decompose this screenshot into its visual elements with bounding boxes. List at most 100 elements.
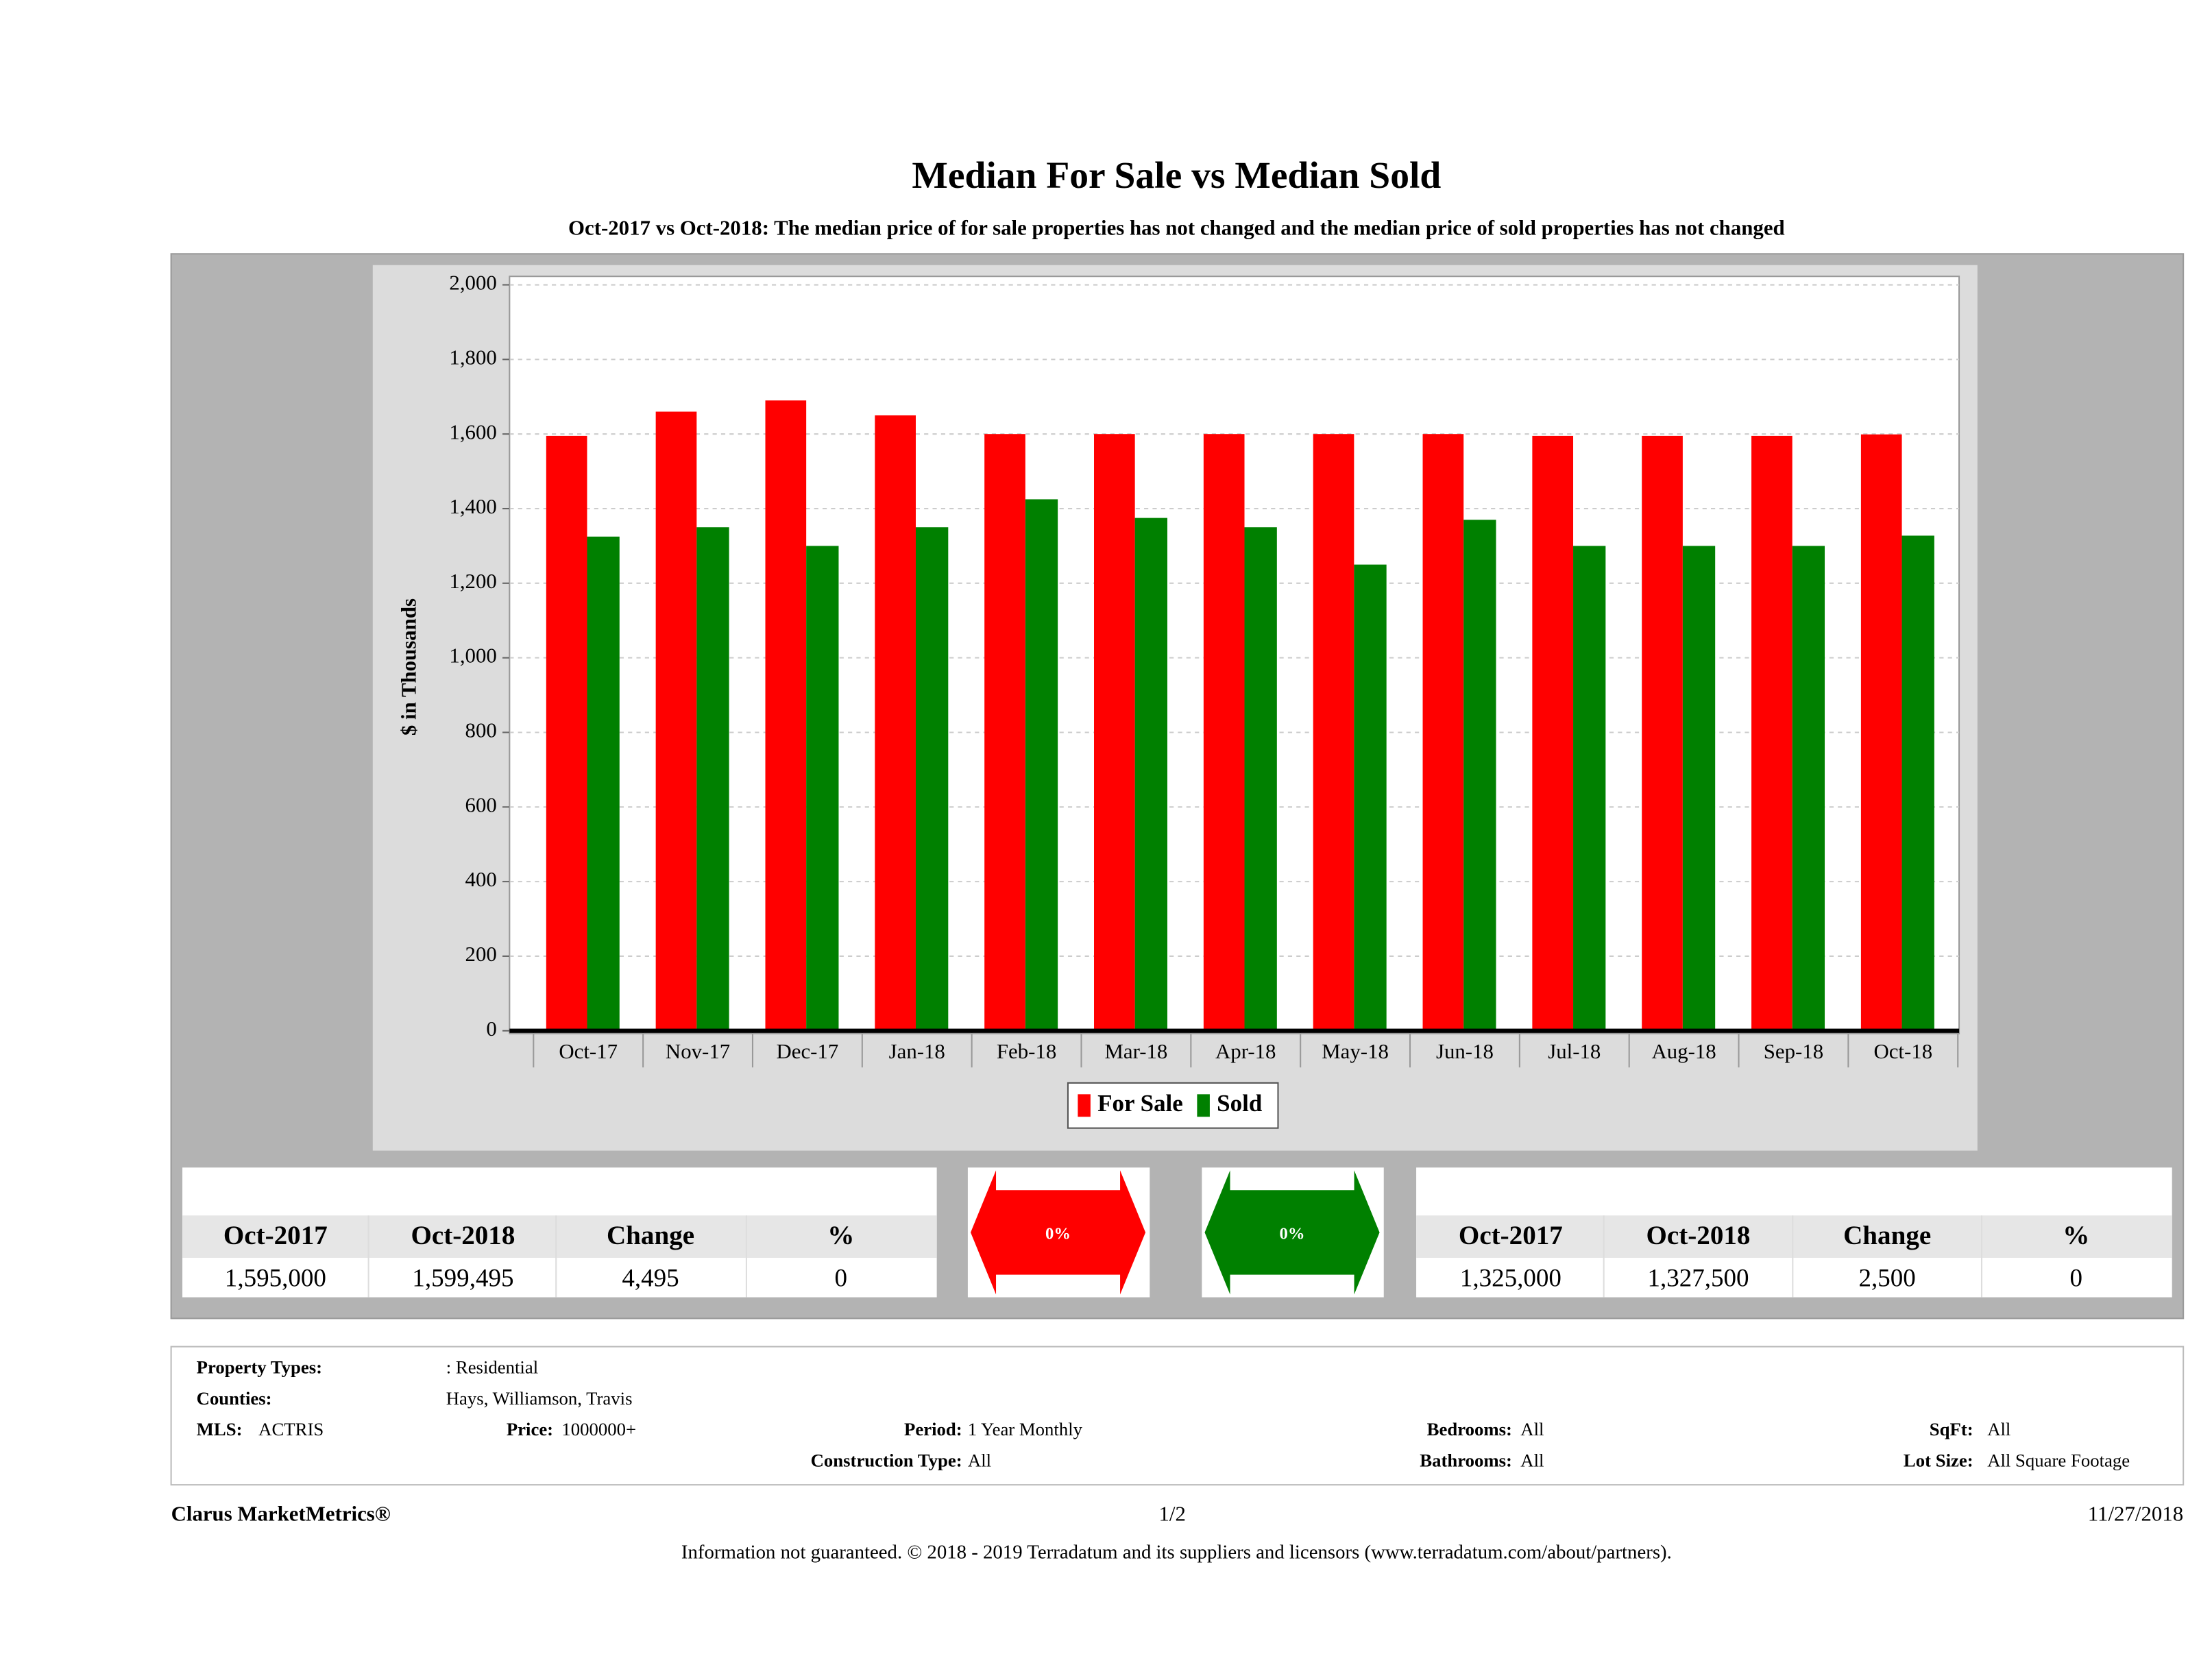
- bar: [806, 546, 839, 1031]
- bar: [587, 536, 620, 1031]
- y-tick-label: 1,000: [449, 644, 496, 668]
- bar: [1573, 546, 1606, 1031]
- footer-date: 11/27/2018: [2088, 1503, 2183, 1526]
- x-tick-label: Mar-18: [1104, 1040, 1167, 1063]
- y-tick-label: 2,000: [449, 271, 496, 295]
- y-axis-label: $ in Thousands: [397, 598, 420, 735]
- bar: [1463, 520, 1496, 1031]
- footer-disclaimer: Information not guaranteed. © 2018 - 201…: [681, 1542, 1672, 1564]
- bar: [875, 415, 916, 1031]
- criteria-label: Bedrooms:: [1427, 1419, 1512, 1439]
- x-tick-label: Aug-18: [1652, 1040, 1716, 1063]
- x-tick-label: May-18: [1322, 1040, 1389, 1063]
- table-header: Oct-2018: [1646, 1221, 1751, 1250]
- criteria-label: Period:: [904, 1419, 962, 1439]
- bar: [1422, 434, 1464, 1031]
- y-tick-label: 400: [465, 868, 497, 891]
- criteria-value: ACTRIS: [258, 1419, 324, 1439]
- x-tick-label: Jun-18: [1436, 1040, 1494, 1063]
- bar: [546, 435, 587, 1031]
- footer-brand: Clarus MarketMetrics®: [171, 1503, 391, 1526]
- criteria-value: Hays, Williamson, Travis: [446, 1388, 633, 1409]
- x-tick-label: Oct-18: [1873, 1040, 1932, 1063]
- x-tick-label: Sep-18: [1764, 1040, 1823, 1063]
- bar: [1313, 434, 1354, 1031]
- bar: [1025, 499, 1058, 1031]
- chart-subtitle: Oct-2017 vs Oct-2018: The median price o…: [568, 216, 1785, 239]
- criteria-label: Counties:: [197, 1388, 272, 1409]
- legend: [1067, 1082, 1279, 1129]
- legend-swatch: [1197, 1094, 1210, 1117]
- x-tick-label: Jan-18: [889, 1040, 945, 1063]
- bar: [1860, 434, 1902, 1031]
- bar: [765, 400, 807, 1031]
- legend-label: For Sale: [1097, 1090, 1183, 1117]
- x-tick-label: Nov-17: [666, 1040, 730, 1063]
- table-cell: 1,325,000: [1460, 1264, 1561, 1292]
- x-tick-label: Apr-18: [1215, 1040, 1276, 1063]
- criteria-label: Property Types:: [197, 1357, 322, 1378]
- criteria-value: All: [1520, 1450, 1544, 1470]
- criteria-value: : Residential: [446, 1357, 538, 1378]
- table-header: %: [827, 1221, 854, 1250]
- bar: [1134, 518, 1167, 1031]
- bar: [1682, 546, 1716, 1031]
- y-tick-label: 800: [465, 719, 497, 742]
- summary-header-row: [1416, 1215, 2172, 1258]
- table-header: Oct-2017: [1459, 1221, 1563, 1250]
- table-cell: 0: [834, 1264, 847, 1292]
- table-header: Change: [1843, 1221, 1931, 1250]
- criteria-value: All: [1987, 1419, 2010, 1439]
- bar: [696, 527, 729, 1031]
- arrow-label: 0%: [1280, 1225, 1305, 1243]
- x-tick-label: Jul-18: [1548, 1040, 1601, 1063]
- criteria-box: [170, 1346, 2185, 1486]
- y-tick-label: 1,800: [449, 345, 496, 369]
- chart-title: Median For Sale vs Median Sold: [912, 155, 1441, 197]
- y-tick-label: 200: [465, 943, 497, 966]
- table-cell: 4,495: [622, 1264, 679, 1292]
- x-tick-label: Feb-18: [997, 1040, 1056, 1063]
- y-tick-label: 0: [486, 1017, 496, 1041]
- criteria-value: 1 Year Monthly: [968, 1419, 1083, 1439]
- table-cell: 2,500: [1859, 1264, 1916, 1292]
- change-arrow: [971, 1170, 1146, 1295]
- y-tick-label: 1,600: [449, 420, 496, 443]
- bar: [1203, 434, 1245, 1031]
- table-header: Change: [607, 1221, 694, 1250]
- criteria-label: MLS:: [197, 1419, 243, 1439]
- bar: [1751, 435, 1792, 1031]
- table-cell: 1,595,000: [225, 1264, 326, 1292]
- criteria-label: Construction Type:: [811, 1450, 962, 1470]
- criteria-value: All: [1520, 1419, 1544, 1439]
- criteria-value: All Square Footage: [1987, 1450, 2130, 1470]
- table-header: Oct-2018: [411, 1221, 515, 1250]
- x-tick-label: Oct-17: [559, 1040, 618, 1063]
- bar: [1792, 546, 1825, 1031]
- bar: [1642, 435, 1683, 1031]
- table-header: Oct-2017: [223, 1221, 328, 1250]
- footer-page: 1/2: [1158, 1503, 1185, 1526]
- table-cell: 1,599,495: [412, 1264, 513, 1292]
- legend-swatch: [1078, 1094, 1091, 1117]
- arrow-label: 0%: [1045, 1225, 1071, 1243]
- criteria-value: 1000000+: [561, 1419, 636, 1439]
- bar: [655, 411, 697, 1031]
- y-tick-label: 1,200: [449, 570, 496, 593]
- legend-label: Sold: [1217, 1090, 1263, 1117]
- table-cell: 0: [2070, 1264, 2083, 1292]
- y-tick-label: 1,400: [449, 495, 496, 518]
- bar: [1244, 527, 1277, 1031]
- bar: [1901, 535, 1934, 1031]
- criteria-label: SqFt:: [1930, 1419, 1973, 1439]
- bar: [1354, 564, 1387, 1031]
- bar: [915, 527, 949, 1031]
- bar: [1532, 435, 1574, 1031]
- y-tick-label: 600: [465, 793, 497, 816]
- bar: [984, 434, 1025, 1031]
- criteria-label: Lot Size:: [1904, 1450, 1973, 1470]
- change-arrow: [1204, 1170, 1380, 1295]
- table-header: %: [2063, 1221, 2089, 1250]
